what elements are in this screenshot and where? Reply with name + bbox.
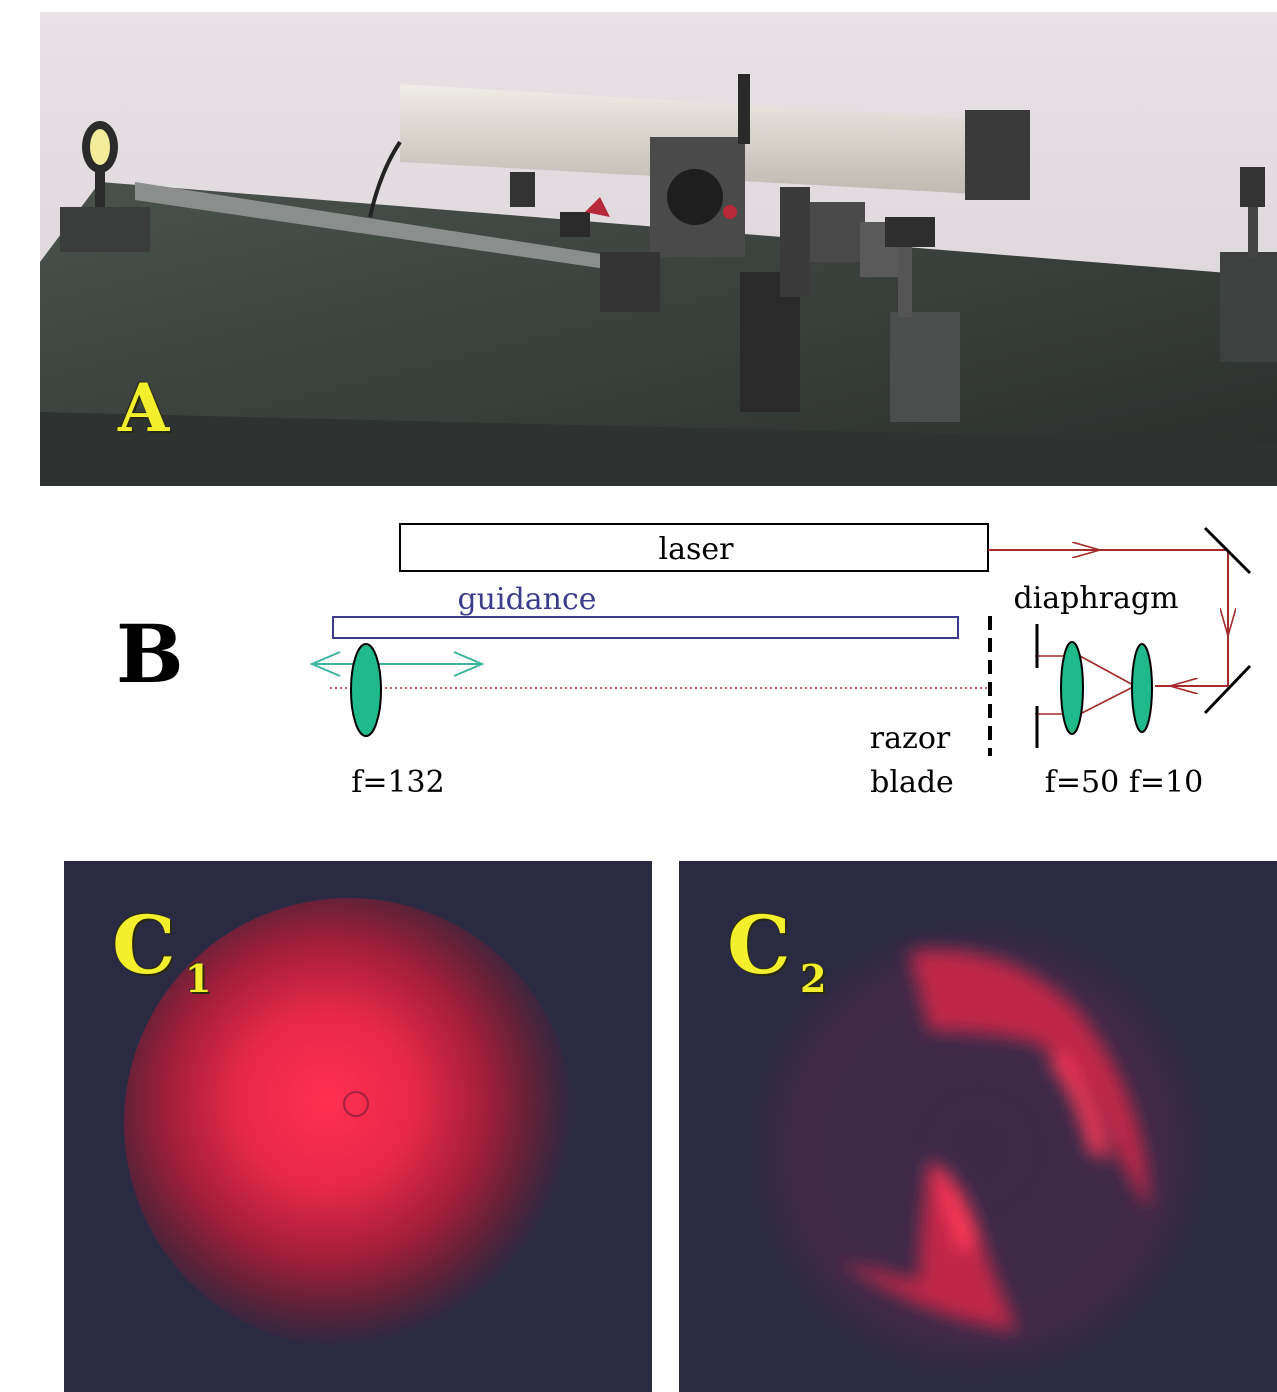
- guidance-rail: [135, 182, 640, 274]
- mirror-top: [1203, 526, 1252, 575]
- f132-label: f=132: [351, 765, 445, 800]
- laser-box: [399, 523, 989, 572]
- table-surface: [40, 182, 1277, 486]
- schematic-diagram: B laser guidance diaphragm razor blade f…: [116, 523, 1252, 800]
- f50-label: f=50: [1045, 765, 1119, 800]
- panel-label-c1: C: [112, 898, 176, 992]
- photo-beam-spot: [64, 861, 652, 1392]
- blade-label: blade: [870, 765, 954, 800]
- panel-label-c2-subscript: 2: [800, 956, 827, 1001]
- panel-label-c1-subscript: 1: [185, 956, 212, 1001]
- lens-f50: [1060, 641, 1084, 735]
- f10-label: f=10: [1129, 765, 1203, 800]
- panel-label-c2: C: [727, 898, 791, 992]
- optical-bench-illustration: [40, 12, 1277, 486]
- panel-label-a: A: [118, 369, 170, 447]
- knife-edge-illustration: [679, 861, 1277, 1392]
- mirror-bottom: [1203, 664, 1252, 715]
- diaphragm-label: diaphragm: [1013, 581, 1178, 616]
- razor-label: razor: [870, 721, 951, 756]
- photo-knife-edge-pattern: [679, 861, 1277, 1392]
- lens-f132: [350, 643, 382, 737]
- guidance-label: guidance: [457, 582, 596, 617]
- guidance-rail: [332, 616, 959, 639]
- laser-spot: [124, 898, 574, 1348]
- beam-spot-illustration: [64, 861, 652, 1392]
- photo-optical-bench: [40, 12, 1277, 486]
- bright-edge-upper: [909, 949, 1149, 1211]
- bright-edge-lower: [839, 1161, 1019, 1331]
- laser-label: laser: [659, 532, 735, 567]
- lens-f10: [1131, 643, 1153, 733]
- panel-label-b: B: [116, 607, 184, 701]
